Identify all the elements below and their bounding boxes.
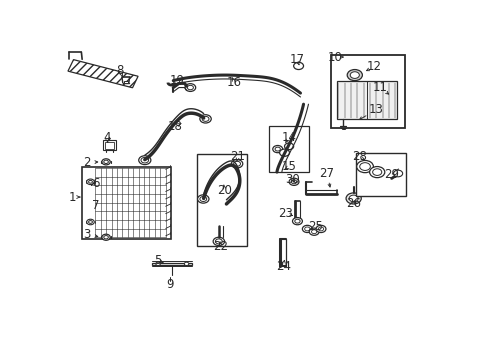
Text: 16: 16 [226,76,242,89]
Text: 24: 24 [276,260,291,273]
Circle shape [349,195,358,202]
Bar [123,81,128,83]
Circle shape [275,147,280,151]
Text: 11: 11 [373,81,388,94]
Text: 17: 17 [289,53,304,66]
Text: 4: 4 [103,131,111,144]
Bar [102,140,116,150]
Circle shape [369,167,385,177]
Text: 12: 12 [367,60,382,73]
Circle shape [292,180,297,184]
Text: 10: 10 [327,50,342,64]
Circle shape [200,197,207,202]
Circle shape [89,180,93,183]
Text: 27: 27 [319,167,335,180]
Circle shape [104,235,108,239]
Text: 18: 18 [168,120,183,133]
Circle shape [309,228,319,235]
Circle shape [357,161,373,173]
Circle shape [213,237,224,246]
Circle shape [200,115,211,123]
Circle shape [293,217,302,225]
Circle shape [289,178,299,185]
Bar [337,81,397,120]
Circle shape [185,84,196,91]
Circle shape [312,230,317,234]
Bar [197,154,246,246]
Circle shape [280,149,290,156]
Circle shape [184,262,189,266]
Circle shape [102,159,110,165]
Circle shape [187,85,194,90]
Bar [356,153,406,195]
Circle shape [231,159,243,168]
Circle shape [302,225,312,233]
Polygon shape [68,60,138,88]
Text: 21: 21 [230,150,245,163]
Circle shape [87,179,94,185]
Text: 26: 26 [346,198,361,211]
Circle shape [372,169,382,175]
Text: 13: 13 [369,103,384,116]
Circle shape [393,170,403,177]
Circle shape [294,62,303,69]
Text: 8: 8 [117,64,124,77]
Text: 3: 3 [83,228,91,241]
Circle shape [273,145,283,153]
Circle shape [346,193,361,204]
Circle shape [87,219,94,225]
Circle shape [316,225,326,233]
Text: 29: 29 [384,168,399,181]
Text: 1: 1 [69,190,76,203]
Circle shape [89,221,93,223]
Circle shape [102,234,110,240]
Circle shape [285,143,294,150]
Text: 2: 2 [83,156,91,169]
Bar [270,126,309,172]
Circle shape [347,69,363,81]
Text: 25: 25 [308,220,323,233]
Circle shape [295,219,300,223]
Circle shape [350,72,359,78]
Text: 14: 14 [282,131,296,144]
Text: 7: 7 [93,199,100,212]
Circle shape [318,227,324,231]
Circle shape [139,156,151,165]
Circle shape [216,239,222,244]
Circle shape [197,195,209,203]
Text: 15: 15 [282,160,296,173]
Circle shape [360,163,370,170]
Polygon shape [152,263,192,265]
Circle shape [156,262,160,266]
Circle shape [234,161,241,166]
Text: 28: 28 [352,150,367,163]
Circle shape [202,116,209,121]
Circle shape [305,227,310,231]
Text: 5: 5 [154,254,162,267]
Text: 20: 20 [217,184,232,197]
Text: 30: 30 [286,172,300,185]
Bar [105,142,114,149]
Text: 22: 22 [213,240,228,253]
Text: 6: 6 [93,177,100,190]
Circle shape [141,157,148,163]
Bar [331,55,405,128]
Text: 23: 23 [278,207,293,220]
Text: 9: 9 [167,278,174,291]
Bar [82,167,172,239]
Circle shape [104,160,108,163]
Text: 19: 19 [170,74,185,87]
